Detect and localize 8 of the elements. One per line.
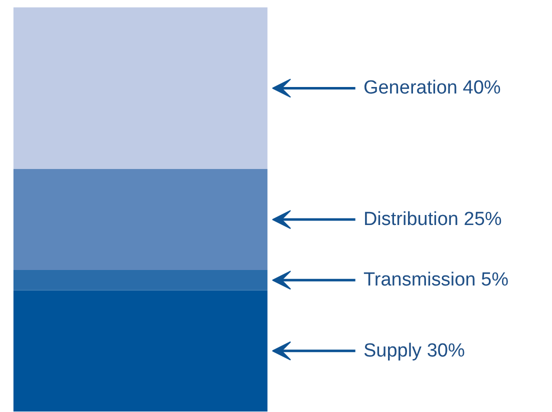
- data-label: Distribution 25%: [363, 209, 502, 230]
- bar: [13, 169, 268, 270]
- data-label: Transmission 5%: [363, 270, 509, 291]
- bar: [13, 290, 268, 412]
- bar: [13, 7, 268, 170]
- data-label: Supply 30%: [363, 340, 465, 362]
- data-label: Generation 40%: [363, 78, 501, 99]
- bar: [13, 270, 268, 290]
